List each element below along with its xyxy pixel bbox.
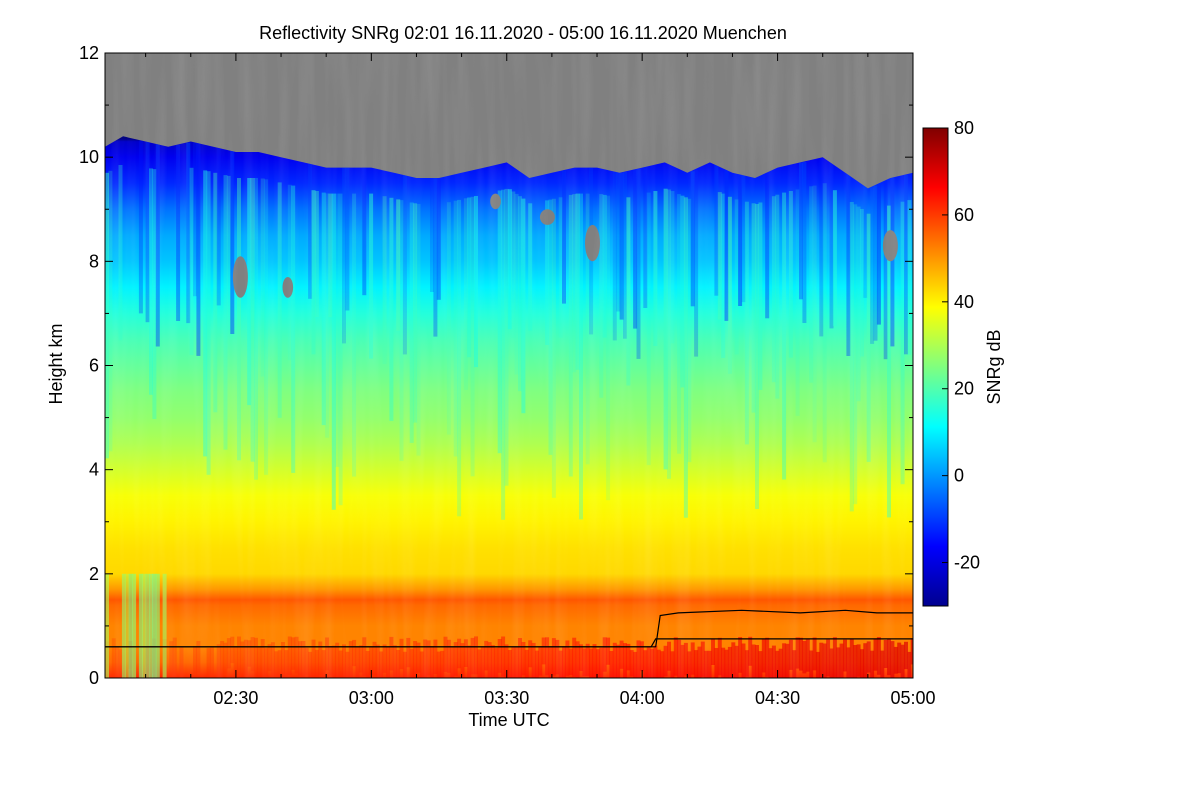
colorbar-tick-label: 80 [954,118,974,138]
x-tick-label: 02:30 [213,688,258,708]
y-tick-label: 12 [79,43,99,63]
colorbar-tick-label: -20 [954,553,980,573]
y-tick-label: 4 [89,460,99,480]
y-tick-label: 8 [89,251,99,271]
plot-area [105,53,913,678]
colorbar-gradient [923,128,948,606]
colorbar-label: SNRg dB [984,329,1004,404]
colorbar-ticks: -20 0 20 40 60 80 [942,118,980,573]
y-tick-label: 0 [89,668,99,688]
chart-title: Reflectivity SNRg 02:01 16.11.2020 - 05:… [259,23,787,43]
x-axis: 02:30 03:00 03:30 04:00 04:30 05:00 [145,53,936,708]
colorbar-tick-label: 40 [954,292,974,312]
x-tick-label: 03:00 [349,688,394,708]
series-lines [105,609,913,648]
series-line-2 [105,609,913,648]
y-axis: 0 2 4 6 8 10 12 [79,43,913,688]
y-tick-label: 6 [89,356,99,376]
colorbar: -20 0 20 40 60 80 SNRg dB [922,118,1004,607]
x-tick-label: 03:30 [484,688,529,708]
colorbar-tick-label: 20 [954,379,974,399]
x-tick-label: 04:00 [620,688,665,708]
colorbar-frame [922,127,949,607]
colorbar-tick-label: 60 [954,205,974,225]
streak-texture [105,53,913,678]
y-tick-label: 10 [79,147,99,167]
x-tick-label: 04:30 [755,688,800,708]
y-tick-label: 2 [89,564,99,584]
x-axis-label: Time UTC [468,710,549,730]
x-tick-label: 05:00 [890,688,935,708]
colorbar-tick-label: 0 [954,466,964,486]
y-axis-label: Height km [46,323,66,404]
